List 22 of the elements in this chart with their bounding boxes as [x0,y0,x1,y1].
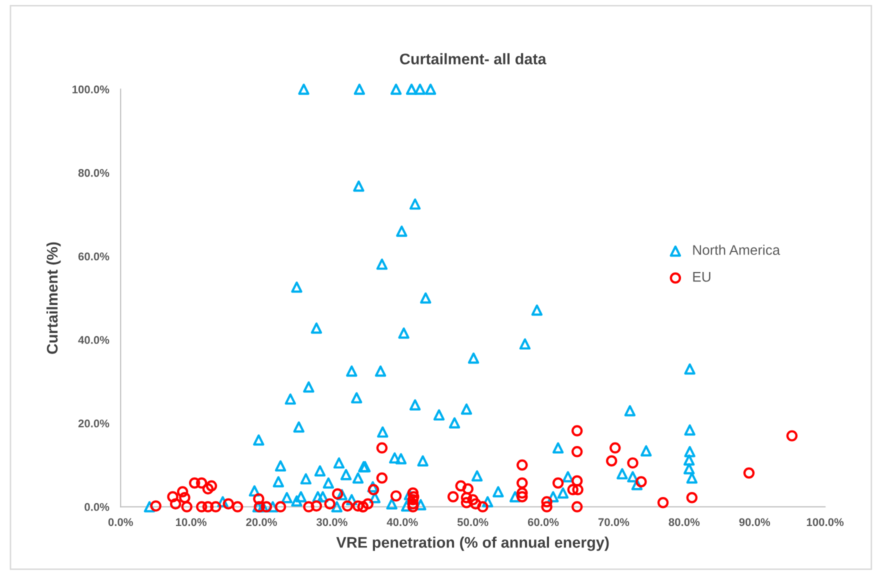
x-tick-label: 100.0% [806,518,844,526]
x-tick-label: 70.0% [598,518,630,526]
x-tick-label: 10.0% [176,518,207,526]
y-tick-label: 100.0% [72,86,110,94]
x-tick-label: 40.0% [386,518,418,526]
x-tick-label: 60.0% [528,518,559,526]
y-tick-label: 0.0% [84,503,110,511]
x-tick-label: 50.0% [457,518,488,526]
x-tick-label: 30.0% [316,518,348,526]
x-tick-label: 80.0% [668,518,700,526]
x-tick-label: 90.0% [739,518,770,526]
y-tick-label: 80.0% [78,169,110,177]
legend-label: EU [693,272,710,282]
x-tick-label: 20.0% [246,518,277,526]
y-axis-title: Curtailment (%) [46,242,61,354]
y-tick-label: 60.0% [78,252,110,260]
chart-title: Curtailment- all data [400,53,546,64]
x-axis-title: VRE penetration (% of annual energy) [336,536,609,551]
legend-label: North America [693,244,780,255]
x-tick-label: 0.0% [108,518,133,526]
y-tick-label: 40.0% [78,336,110,344]
y-tick-label: 20.0% [78,420,110,428]
